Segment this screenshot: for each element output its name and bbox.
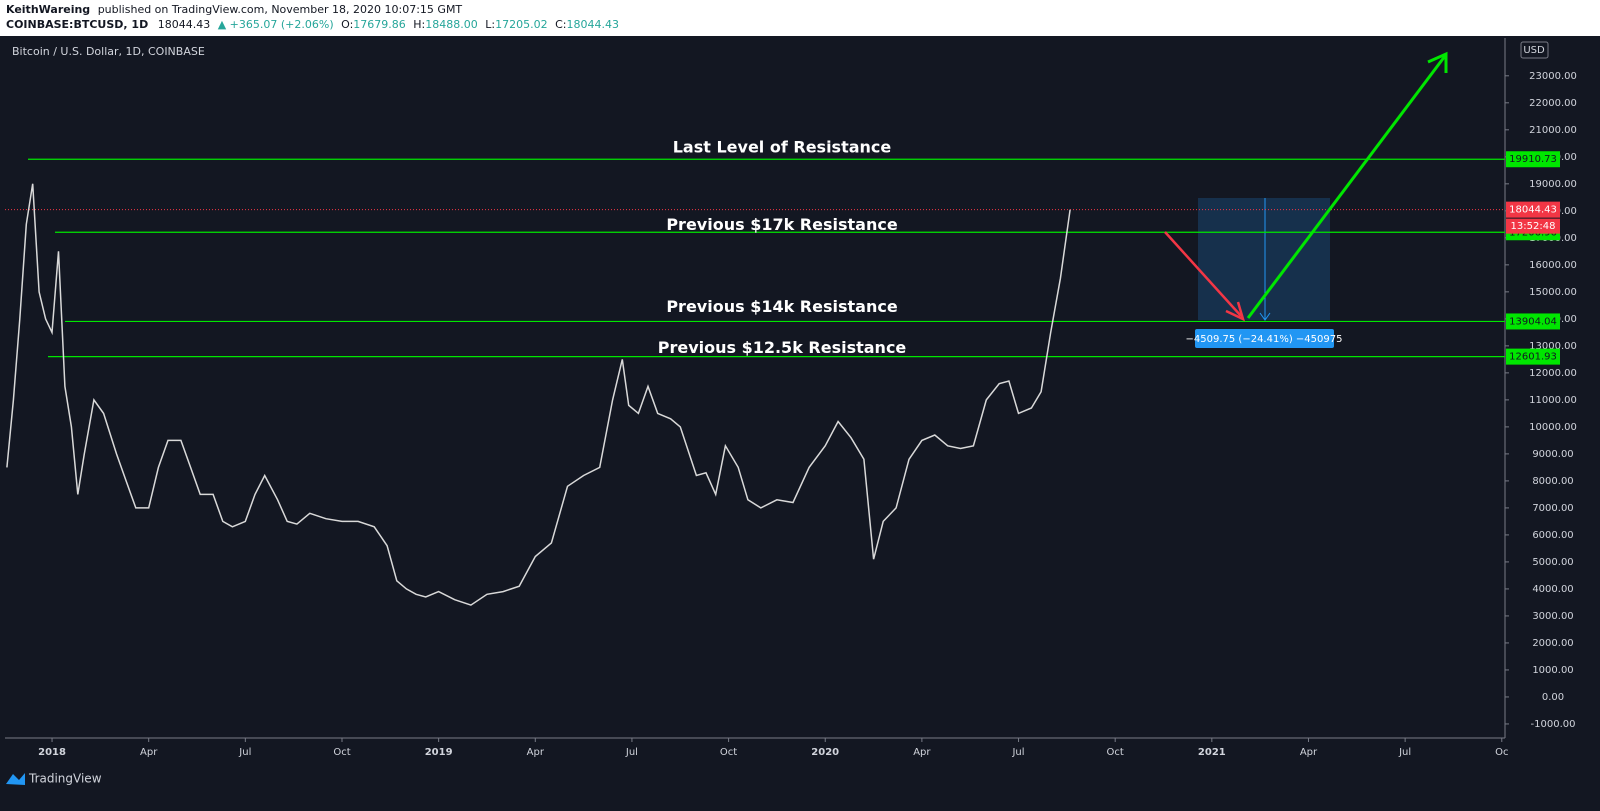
price-tag-label: 13904.04 xyxy=(1509,316,1557,327)
high-label: H: xyxy=(413,18,425,31)
y-tick-label: 5000.00 xyxy=(1532,557,1573,568)
header-line-2: COINBASE:BTCUSD, 1D 18044.43 ▲ +365.07 (… xyxy=(6,18,619,31)
y-tick-label: 4000.00 xyxy=(1532,584,1573,595)
x-tick-label: Oct xyxy=(1107,747,1124,758)
x-tick-label: 2020 xyxy=(811,747,839,758)
x-tick-label: Oc xyxy=(1495,747,1508,758)
y-tick-label: 1000.00 xyxy=(1532,665,1573,676)
brand-logo xyxy=(6,773,25,785)
x-tick-label: Oct xyxy=(720,747,737,758)
measure-label-box xyxy=(1195,329,1334,348)
price-tag-label: 19910.73 xyxy=(1509,154,1557,165)
x-tick-label: Jul xyxy=(238,747,251,758)
plot: Last Level of Resistance Previous $17k Re… xyxy=(5,138,1505,606)
chart-title: Bitcoin / U.S. Dollar, 1D, COINBASE xyxy=(12,45,205,58)
y-tick-label: 6000.00 xyxy=(1532,530,1573,541)
symbol: COINBASE:BTCUSD, 1D xyxy=(6,18,148,31)
x-tick-label: Apr xyxy=(913,747,931,758)
header-bar xyxy=(0,0,1600,36)
x-tick-label: 2018 xyxy=(38,747,66,758)
level-label: Previous $14k Resistance xyxy=(666,297,897,316)
y-tick-label: -1000.00 xyxy=(1531,719,1576,730)
y-tick-label: 13000.00 xyxy=(1529,341,1577,352)
price-tag xyxy=(1506,151,1560,168)
currency[interactable]: USD xyxy=(1523,45,1545,56)
y-tick-label: 7000.00 xyxy=(1532,503,1573,514)
published: published on TradingView.com, November 1… xyxy=(98,3,463,16)
x-tick-label: Apr xyxy=(140,747,158,758)
last-price-tag xyxy=(1506,201,1560,218)
y-tick-label: 21000.00 xyxy=(1529,125,1577,136)
x-tick-label: Jul xyxy=(1398,747,1411,758)
y-tick-label: 3000.00 xyxy=(1532,611,1573,622)
level-label: Previous $12.5k Resistance xyxy=(658,338,907,357)
high: 18488.00 xyxy=(425,18,478,31)
y-tick-label: 23000.00 xyxy=(1529,71,1577,82)
brand: TradingView xyxy=(28,772,102,786)
x-tick-label: Jul xyxy=(1011,747,1024,758)
author: KeithWareing xyxy=(6,3,90,16)
countdown-tag xyxy=(1506,218,1560,234)
low: 17205.02 xyxy=(495,18,548,31)
level-label: Last Level of Resistance xyxy=(673,138,892,157)
measure-box xyxy=(1198,198,1330,320)
level-label: Previous $17k Resistance xyxy=(666,215,897,234)
close: 18044.43 xyxy=(567,18,620,31)
price-line xyxy=(6,183,1071,606)
price-tag xyxy=(1506,313,1560,330)
down-arrow-head xyxy=(1225,301,1245,322)
x-tick-label: Apr xyxy=(527,747,545,758)
close-label: C: xyxy=(555,18,566,31)
y-tick-label: 11000.00 xyxy=(1529,395,1577,406)
price-tag-label: 12601.93 xyxy=(1509,352,1557,363)
y-tick-label: 9000.00 xyxy=(1532,449,1573,460)
low-label: L: xyxy=(485,18,495,31)
y-tick-label: 16000.00 xyxy=(1529,260,1577,271)
last: 18044.43 xyxy=(158,18,211,31)
open-label: O: xyxy=(341,18,353,31)
change: ▲ +365.07 (+2.06%) xyxy=(218,18,334,31)
y-tick-label: 2000.00 xyxy=(1532,638,1573,649)
up-arrow xyxy=(1246,55,1447,319)
y-tick-label: 8000.00 xyxy=(1532,476,1573,487)
price-tag xyxy=(1506,348,1560,365)
x-tick-label: 2019 xyxy=(425,747,453,758)
y-tick-label: 12000.00 xyxy=(1529,368,1577,379)
measure-arrow xyxy=(1259,312,1271,321)
last-price-label: 18044.43 xyxy=(1509,205,1557,216)
y-tick-label: 0.00 xyxy=(1542,692,1564,703)
x-tick-label: Apr xyxy=(1300,747,1318,758)
countdown: 13:52:48 xyxy=(1511,221,1556,232)
y-tick-label: 22000.00 xyxy=(1529,98,1577,109)
currency-button[interactable] xyxy=(1520,41,1549,59)
y-tick-label: 15000.00 xyxy=(1529,287,1577,298)
open: 17679.86 xyxy=(353,18,406,31)
up-arrow-head xyxy=(1427,51,1448,73)
header-line-1: KeithWareing published on TradingView.co… xyxy=(6,3,462,16)
down-arrow xyxy=(1164,231,1242,317)
x-tick-label: Jul xyxy=(625,747,638,758)
x-tick-label: 2021 xyxy=(1198,747,1226,758)
y-tick-label: 19000.00 xyxy=(1529,179,1577,190)
y-tick-label: 10000.00 xyxy=(1529,422,1577,433)
x-tick-label: Oct xyxy=(333,747,350,758)
measure-label: −4509.75 (−24.41%) −450975 xyxy=(1186,334,1343,345)
